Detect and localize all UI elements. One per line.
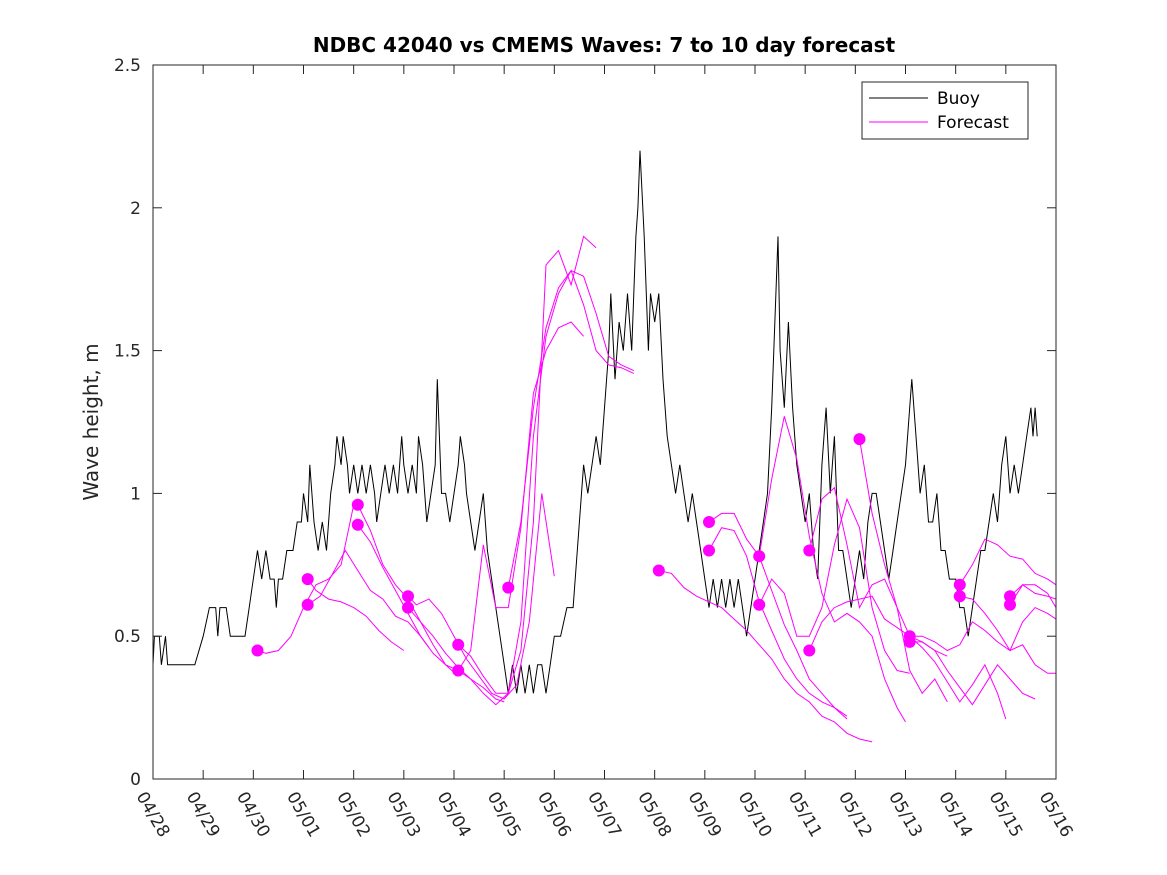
buoy-series-layer xyxy=(152,150,1038,694)
forecast-start-marker-3 xyxy=(301,598,314,611)
forecast-start-marker-14 xyxy=(753,550,766,563)
y-tick-label: 1.5 xyxy=(114,342,141,362)
forecast-start-marker-22 xyxy=(953,590,966,603)
forecast-line-24 xyxy=(1009,584,1057,608)
legend-forecast-label: Forecast xyxy=(937,113,1009,133)
forecast-line-13 xyxy=(708,527,848,717)
forecast-line-9 xyxy=(457,321,584,671)
forecast-start-marker-11 xyxy=(652,564,665,577)
forecast-start-marker-20 xyxy=(903,635,916,648)
forecast-line-14 xyxy=(758,416,906,723)
forecast-line-22 xyxy=(959,595,1057,652)
forecast-start-marker-4 xyxy=(351,498,364,511)
forecast-start-marker-24 xyxy=(1004,598,1016,611)
forecast-line-18 xyxy=(859,439,1007,720)
legend: Buoy Forecast xyxy=(861,81,1029,140)
y-tick-label: 1 xyxy=(130,484,141,504)
forecast-start-marker-15 xyxy=(753,598,766,611)
legend-box xyxy=(861,81,1029,140)
forecast-line-17 xyxy=(808,486,948,703)
forecast-line-10 xyxy=(507,269,635,588)
forecast-start-marker-9 xyxy=(452,664,465,677)
forecast-start-marker-10 xyxy=(502,581,515,594)
forecast-line-5 xyxy=(357,524,505,703)
forecast-line-6 xyxy=(407,493,555,700)
chart-title: NDBC 42040 vs CMEMS Waves: 7 to 10 day f… xyxy=(313,33,896,57)
y-tick-label: 0.5 xyxy=(114,627,141,647)
forecast-line-15 xyxy=(758,497,910,674)
forecast-start-marker-6 xyxy=(402,590,414,603)
legend-buoy-label: Buoy xyxy=(937,89,980,109)
forecast-line-3 xyxy=(307,549,430,648)
forecast-line-7 xyxy=(407,235,597,706)
forecast-line-12 xyxy=(708,512,848,720)
forecast-start-marker-7 xyxy=(402,601,414,614)
forecast-line-11 xyxy=(658,570,873,743)
forecast-start-marker-23 xyxy=(1004,590,1016,603)
y-tick-label: 2.5 xyxy=(114,56,141,76)
forecast-start-marker-12 xyxy=(703,516,715,528)
forecast-start-marker-2 xyxy=(301,573,314,586)
forecast-start-marker-18 xyxy=(853,433,866,446)
forecast-start-marker-17 xyxy=(803,544,816,557)
forecast-line-21 xyxy=(959,538,1057,586)
plot-area xyxy=(153,65,1056,779)
forecast-line-20 xyxy=(909,641,1036,706)
forecast-start-marker-21 xyxy=(953,578,966,591)
forecast-start-marker-13 xyxy=(703,544,715,557)
y-tick-label: 0 xyxy=(130,770,141,790)
forecast-line-2 xyxy=(307,578,405,651)
forecast-line-19 xyxy=(909,621,1056,674)
y-axis-label: Wave height, m xyxy=(79,343,103,500)
forecast-start-marker-8 xyxy=(452,638,465,651)
y-axis: 0 0.5 1 1.5 2 2.5 xyxy=(114,56,1056,790)
forecast-start-marker-1 xyxy=(251,644,264,657)
forecast-start-marker-16 xyxy=(803,644,816,657)
y-tick-label: 2 xyxy=(130,199,141,219)
forecast-line-8 xyxy=(457,269,635,694)
forecast-start-marker-5 xyxy=(351,518,364,531)
forecast-series-layer xyxy=(251,235,1057,743)
buoy-line xyxy=(152,150,1038,694)
